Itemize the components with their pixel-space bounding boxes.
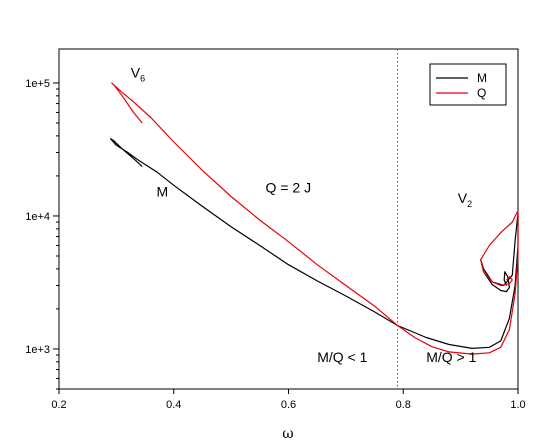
series-line-M: [110, 138, 519, 349]
annotation-subscript: 6: [140, 73, 145, 83]
y-tick-label: 1e+5: [25, 78, 50, 90]
annotation-5: M/Q > 1: [426, 349, 476, 365]
legend-label-M: M: [477, 71, 487, 85]
annotation-3: V2: [458, 190, 472, 209]
legend: MQ: [429, 63, 507, 106]
annotation-subscript: 2: [467, 199, 472, 209]
y-tick-label: 1e+3: [25, 344, 50, 356]
y-axis-ticks: 1e+3 1e+4 1e+5: [25, 78, 59, 390]
x-tick-label: 0.2: [51, 399, 66, 411]
legend-box: [429, 63, 507, 106]
annotations: V6 M Q = 2 J V2 M/Q < 1 M/Q > 1: [131, 64, 477, 364]
annotation-1: M: [157, 184, 169, 200]
x-tick-label: 0.8: [396, 399, 411, 411]
x-tick-label: 0.6: [281, 399, 296, 411]
x-axis-ticks: 0.2 0.4 0.6 0.8 1.0: [51, 389, 526, 411]
x-axis-label: ω: [282, 426, 293, 442]
x-tick-label: 1.0: [510, 399, 525, 411]
series-layer: [110, 82, 519, 355]
annotation-4: M/Q < 1: [317, 349, 367, 365]
series-line-Q: [111, 82, 519, 355]
x-tick-label: 0.4: [166, 399, 181, 411]
annotation-2: Q = 2 J: [266, 180, 312, 196]
legend-label-Q: Q: [477, 86, 486, 100]
annotation-0: V6: [131, 64, 145, 83]
y-tick-label: 1e+4: [25, 211, 50, 223]
